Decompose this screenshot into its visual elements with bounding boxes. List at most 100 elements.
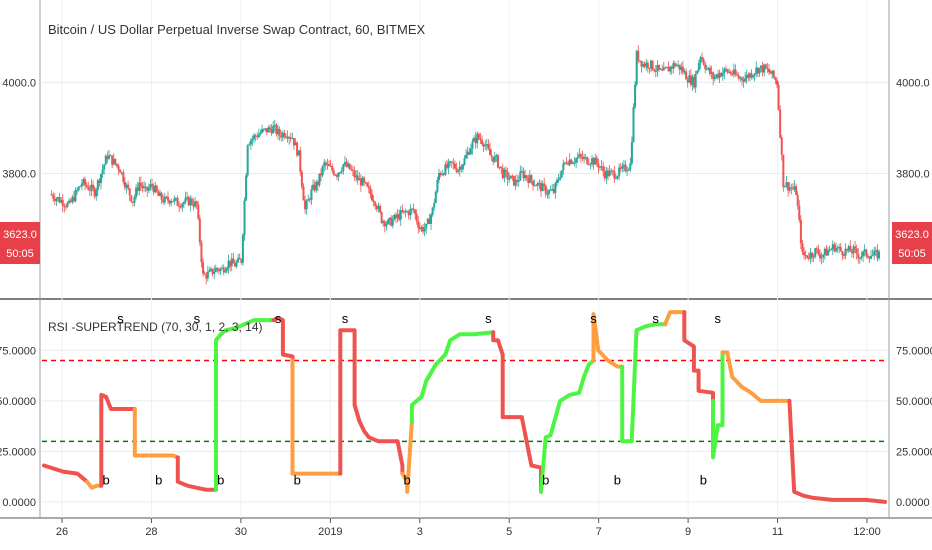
candle-down xyxy=(299,150,302,172)
candle-up xyxy=(642,63,645,67)
candle-down xyxy=(119,169,122,173)
price-y-tick-left: 3800.0 xyxy=(2,169,36,181)
sell-signal: s xyxy=(275,311,282,326)
candle-down xyxy=(761,65,764,73)
candle-up xyxy=(225,268,228,271)
candle-up xyxy=(149,184,152,188)
candle-down xyxy=(702,59,705,65)
candle-up xyxy=(471,141,474,149)
candle-down xyxy=(579,154,582,157)
candle-down xyxy=(737,75,740,79)
candle-up xyxy=(873,250,876,256)
candle-up xyxy=(227,260,230,269)
candle-up xyxy=(622,164,625,166)
candle-up xyxy=(249,140,252,145)
candle-up xyxy=(219,268,222,272)
candle-up xyxy=(206,271,209,279)
candle-up xyxy=(728,71,731,73)
candle-up xyxy=(822,254,825,258)
candle-up xyxy=(834,247,837,252)
candle-down xyxy=(166,196,169,201)
candle-up xyxy=(173,198,176,202)
candle-up xyxy=(343,162,346,165)
candle-up xyxy=(694,73,697,88)
candle-up xyxy=(610,170,613,172)
candle-up xyxy=(80,183,83,186)
candle-up xyxy=(785,182,788,187)
candle-up xyxy=(583,157,586,160)
candle-up xyxy=(382,221,385,223)
candle-down xyxy=(841,251,844,256)
candle-down xyxy=(72,196,75,202)
candle-down xyxy=(452,162,455,164)
candle-up xyxy=(307,199,310,201)
candle-up xyxy=(688,75,691,83)
candle-up xyxy=(267,127,270,133)
candle-down xyxy=(532,180,535,186)
candle-down xyxy=(270,129,273,134)
x-tick-label: 11 xyxy=(772,526,783,538)
candle-up xyxy=(546,194,549,196)
candle-down xyxy=(58,197,61,203)
candle-down xyxy=(801,243,804,252)
candle-up xyxy=(55,198,58,202)
candle-up xyxy=(635,50,638,85)
candle-down xyxy=(868,257,871,259)
candle-down xyxy=(482,144,485,147)
candle-up xyxy=(60,200,63,203)
candle-down xyxy=(833,244,836,252)
candle-up xyxy=(112,158,115,165)
candle-down xyxy=(736,74,739,76)
candle-down xyxy=(709,67,712,74)
candle-up xyxy=(575,158,578,163)
candle-down xyxy=(93,188,96,197)
candle-up xyxy=(230,258,233,267)
candle-up xyxy=(409,209,412,216)
candle-down xyxy=(581,156,584,160)
candle-up xyxy=(844,248,847,256)
candle-down xyxy=(160,192,163,200)
price-series[interactable] xyxy=(50,45,880,285)
candle-down xyxy=(701,57,704,60)
candle-down xyxy=(88,189,91,191)
candle-down xyxy=(289,137,292,139)
candle-down xyxy=(275,124,278,135)
candle-down xyxy=(141,185,144,189)
candle-down xyxy=(383,221,386,227)
candle-down xyxy=(380,211,383,223)
candle-down xyxy=(479,138,482,141)
candle-up xyxy=(326,164,329,166)
x-tick-label: 2019 xyxy=(318,526,342,538)
candle-down xyxy=(308,199,311,201)
candle-up xyxy=(493,155,496,162)
candle-up xyxy=(426,218,429,224)
candle-up xyxy=(541,183,544,192)
candle-up xyxy=(739,77,742,79)
candle-up xyxy=(436,179,439,192)
rsi-supertrend-series[interactable] xyxy=(42,310,887,504)
candle-up xyxy=(629,163,632,170)
candle-up xyxy=(533,185,536,187)
candle-up xyxy=(573,162,576,164)
candle-down xyxy=(404,210,407,213)
candle-down xyxy=(168,200,171,204)
last-price-right-value: 3623.0 xyxy=(895,229,929,241)
candle-up xyxy=(210,268,213,271)
candle-up xyxy=(406,211,409,213)
candle-up xyxy=(718,73,721,78)
candle-down xyxy=(839,246,842,252)
candle-up xyxy=(257,134,260,138)
candle-up xyxy=(551,188,554,191)
candle-up xyxy=(605,170,608,179)
last-price-left-value: 3623.0 xyxy=(3,229,37,241)
candle-down xyxy=(50,194,53,196)
candle-up xyxy=(143,186,146,189)
candle-down xyxy=(686,79,689,83)
countdown-left-value: 50:05 xyxy=(6,248,34,260)
candle-down xyxy=(489,148,492,156)
candle-down xyxy=(756,67,759,74)
candle-down xyxy=(477,133,480,139)
candle-down xyxy=(165,196,168,198)
candle-up xyxy=(182,202,185,204)
